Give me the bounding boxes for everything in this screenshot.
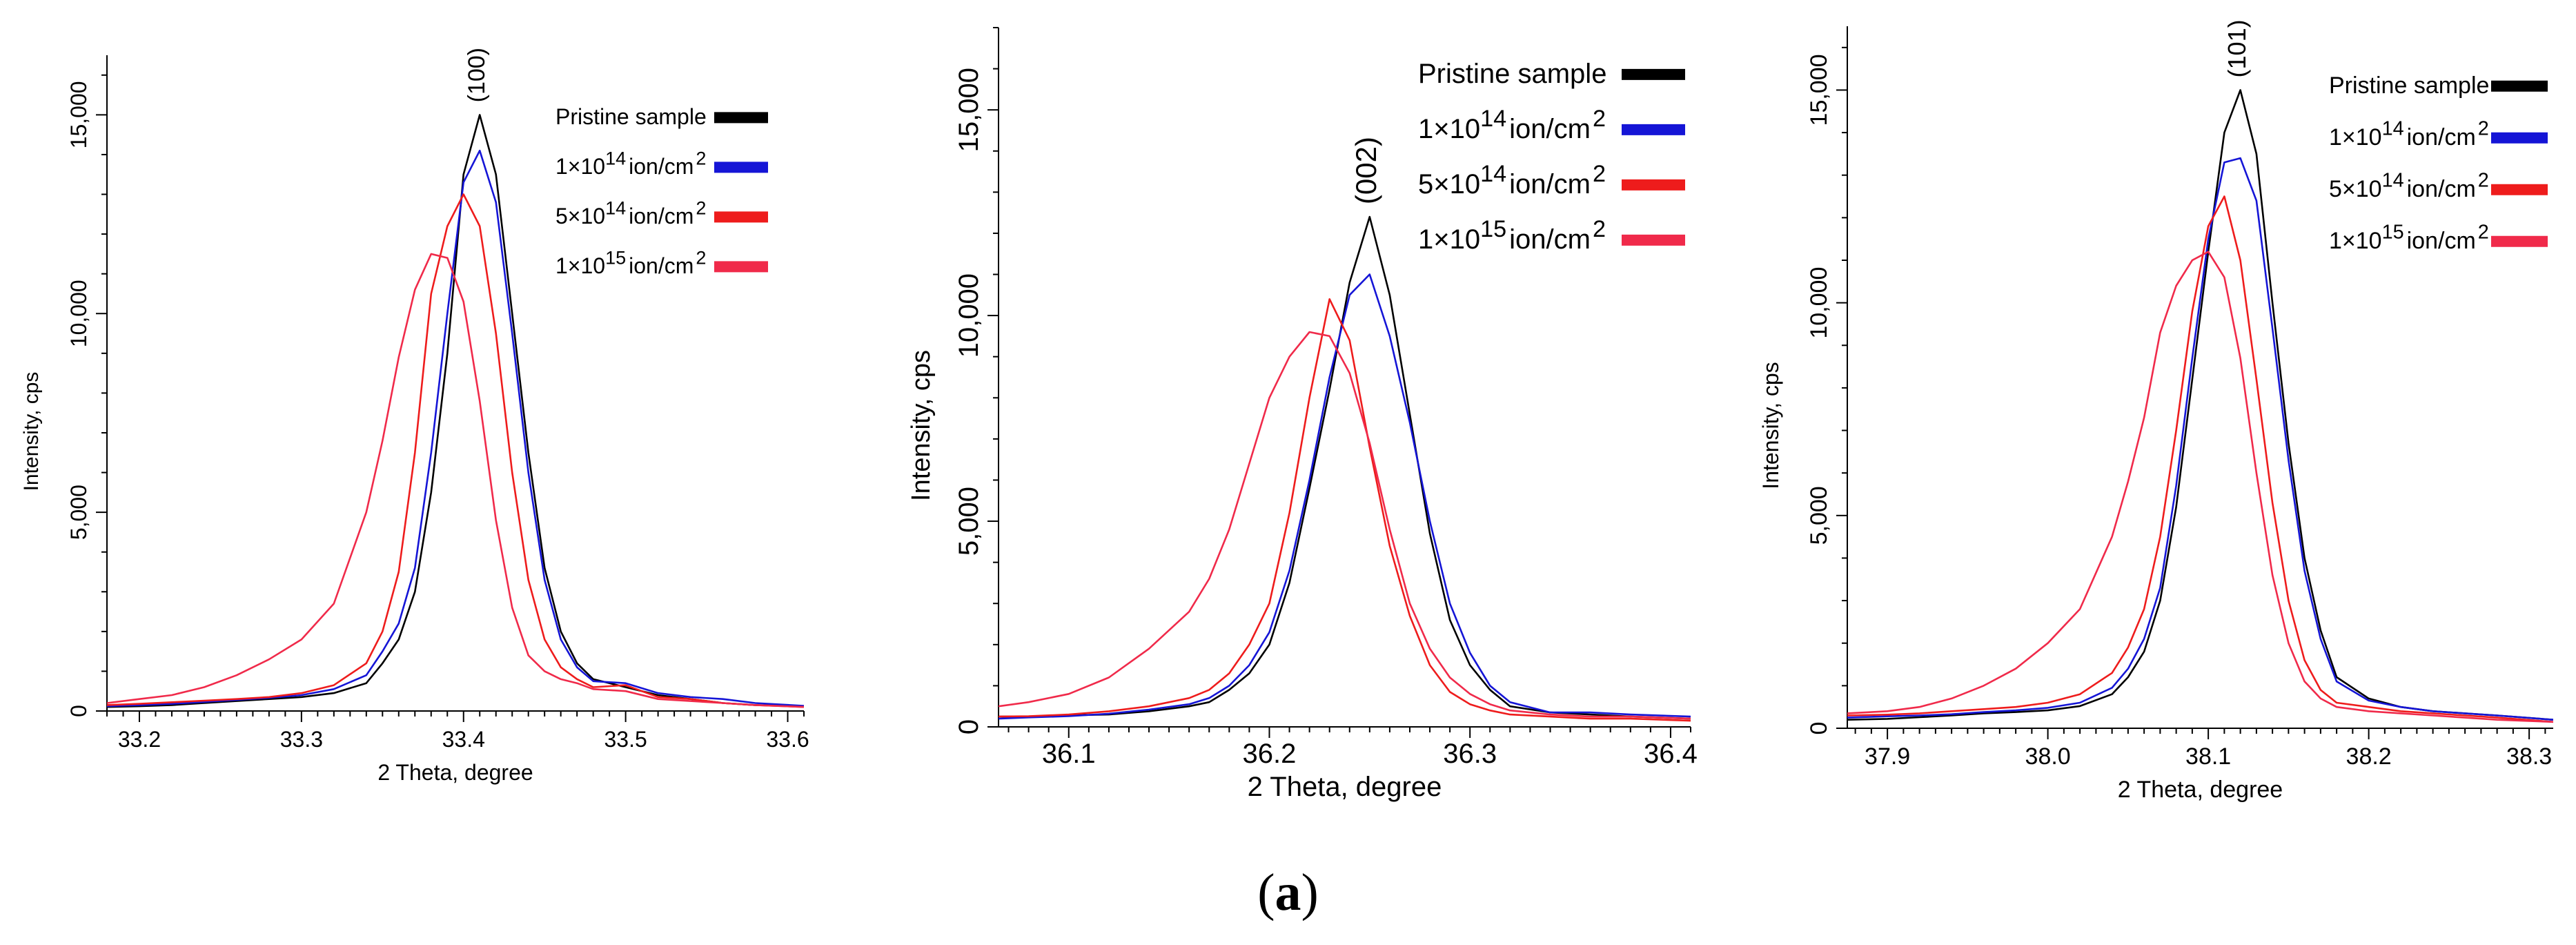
series-line-d1e15	[999, 331, 1691, 720]
y-tick-label: 10,000	[1806, 267, 1832, 339]
series-line-d1e14	[1847, 157, 2553, 721]
x-tick-label: 37.9	[1865, 743, 1910, 770]
x-tick-label: 33.5	[604, 727, 647, 752]
y-tick-label: 5,000	[954, 487, 984, 556]
xrd-panel-3: 37.9 38.0 38.1 38.2 38.3 2 Theta, degree 0 5,00…	[1758, 19, 2553, 803]
y-tick-label: 5,000	[1806, 486, 1832, 545]
y-tick-label: 0	[66, 705, 91, 717]
series-line-d1e14	[107, 149, 804, 708]
y-axis-label: Intensity, cps	[1758, 362, 1783, 489]
caption-open: (	[1257, 864, 1275, 922]
x-tick-label: 33.2	[118, 727, 161, 752]
y-tick-label: 10,000	[66, 280, 91, 347]
x-tick-label: 36.2	[1243, 739, 1297, 769]
x-axis-label: 2 Theta, degree	[377, 760, 533, 785]
caption-close: )	[1301, 864, 1319, 922]
x-tick-label: 36.1	[1042, 739, 1096, 769]
y-tick-label: 15,000	[66, 81, 91, 148]
series-line-d1e14	[999, 273, 1691, 720]
legend-entry-pristine: Pristine sample	[555, 104, 707, 129]
y-tick-label: 0	[954, 719, 984, 734]
y-tick-label: 10,000	[954, 273, 984, 358]
x-tick-label: 33.4	[442, 727, 485, 752]
peak-label: (002)	[1350, 137, 1382, 204]
x-tick-label: 38.3	[2506, 743, 2552, 770]
peak-label: (100)	[464, 48, 490, 102]
series-line-d1e15	[107, 253, 804, 708]
figure-caption: (a)	[0, 863, 2576, 923]
x-tick-label: 36.3	[1443, 739, 1497, 769]
x-axis-label: 2 Theta, degree	[2118, 777, 2283, 803]
series-line-d5e14	[1847, 195, 2553, 723]
series-line-d1e15	[1847, 251, 2553, 723]
xrd-panel-1: 33.2 33.3 33.4 33.5 33.6 2 Theta, degree 0 5,00…	[20, 48, 809, 785]
y-axis-label: Intensity, cps	[907, 350, 936, 501]
series-line-d5e14	[999, 298, 1691, 722]
x-tick-label: 38.2	[2346, 743, 2392, 770]
x-tick-label: 36.4	[1644, 739, 1698, 769]
x-tick-label: 38.1	[2185, 743, 2231, 770]
legend-entry-pristine: Pristine sample	[1418, 59, 1606, 89]
xrd-panel-2: 36.1 36.2 36.3 36.4 2 Theta, degree 0 5,000 10,…	[907, 27, 1698, 802]
y-tick-label: 15,000	[954, 68, 984, 152]
x-tick-label: 33.6	[766, 727, 809, 752]
x-tick-label: 38.0	[2025, 743, 2071, 770]
legend-entry-pristine: Pristine sample	[2329, 72, 2489, 99]
series-line-pristine	[999, 215, 1691, 720]
peak-label: (101)	[2223, 19, 2251, 77]
y-tick-label: 0	[1806, 722, 1832, 735]
y-tick-label: 5,000	[66, 485, 91, 540]
x-axis-label: 2 Theta, degree	[1248, 772, 1442, 802]
y-axis-label: Intensity, cps	[20, 372, 43, 491]
series-line-d5e14	[107, 193, 804, 708]
y-tick-label: 15,000	[1806, 54, 1832, 126]
caption-letter: a	[1275, 864, 1301, 922]
x-tick-label: 33.3	[280, 727, 323, 752]
